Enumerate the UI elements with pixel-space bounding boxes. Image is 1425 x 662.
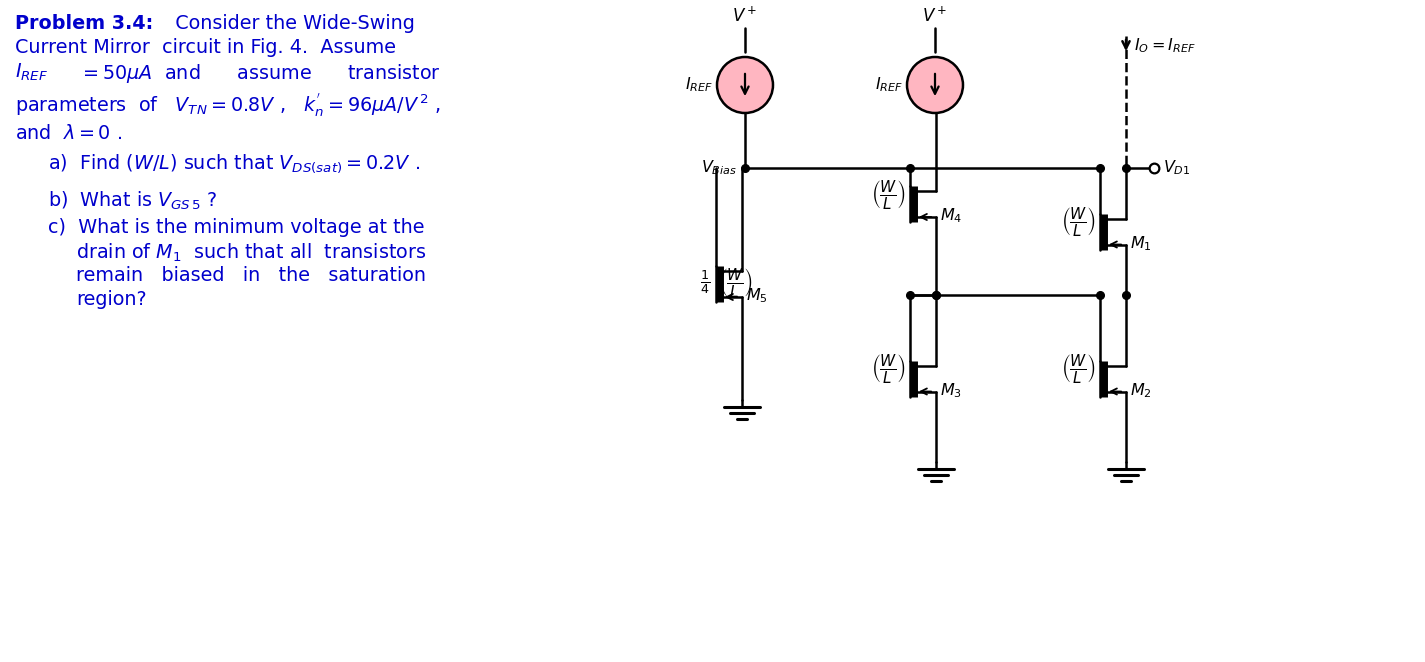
Text: $M_4$: $M_4$ bbox=[940, 207, 962, 225]
Text: drain of $M_1$  such that all  transistors: drain of $M_1$ such that all transistors bbox=[76, 242, 426, 264]
Text: Current Mirror  circuit in Fig. 4.  Assume: Current Mirror circuit in Fig. 4. Assume bbox=[16, 38, 396, 57]
Text: parameters  of   $V_{TN} = 0.8V$ ,   $k_n^{{'}} = 96\mu A /V^{\,2}$ ,: parameters of $V_{TN} = 0.8V$ , $k_n^{{'… bbox=[16, 91, 442, 119]
Text: $\frac{1}{4}$: $\frac{1}{4}$ bbox=[700, 268, 710, 296]
Text: c)  What is the minimum voltage at the: c) What is the minimum voltage at the bbox=[48, 218, 425, 237]
Text: $\left(\dfrac{W}{L}\right)$: $\left(\dfrac{W}{L}\right)$ bbox=[871, 177, 906, 211]
Text: $M_2$: $M_2$ bbox=[1130, 381, 1151, 400]
Text: $= 50\mu A$  and      assume      transistor: $= 50\mu A$ and assume transistor bbox=[78, 62, 440, 85]
Text: $M_3$: $M_3$ bbox=[940, 381, 962, 400]
Circle shape bbox=[906, 57, 963, 113]
Text: and  $\lambda = 0$ .: and $\lambda = 0$ . bbox=[16, 124, 123, 143]
Text: $\left(\dfrac{W}{L}\right)$: $\left(\dfrac{W}{L}\right)$ bbox=[871, 352, 906, 385]
Text: $I_{REF}$: $I_{REF}$ bbox=[875, 75, 903, 95]
Text: $M_5$: $M_5$ bbox=[747, 287, 768, 305]
Text: $V_{Bias}$: $V_{Bias}$ bbox=[701, 159, 737, 177]
Text: $V^+$: $V^+$ bbox=[732, 7, 758, 26]
Circle shape bbox=[717, 57, 772, 113]
Text: remain   biased   in   the   saturation: remain biased in the saturation bbox=[76, 266, 426, 285]
Text: b)  What is $V_{GS\,5}$ ?: b) What is $V_{GS\,5}$ ? bbox=[48, 190, 218, 213]
Text: $V^+$: $V^+$ bbox=[922, 7, 948, 26]
Text: $I_{REF}$: $I_{REF}$ bbox=[16, 62, 48, 83]
Text: $I_{REF}$: $I_{REF}$ bbox=[685, 75, 712, 95]
Text: Consider the Wide-Swing: Consider the Wide-Swing bbox=[162, 14, 415, 33]
Text: a)  Find $(W/L)$ such that $V_{DS(sat)} = 0.2V$ .: a) Find $(W/L)$ such that $V_{DS(sat)} =… bbox=[48, 153, 420, 175]
Text: Problem 3.4:: Problem 3.4: bbox=[16, 14, 154, 33]
Text: region?: region? bbox=[76, 290, 147, 309]
Text: $\left(\dfrac{W}{L}\right)$: $\left(\dfrac{W}{L}\right)$ bbox=[1062, 205, 1096, 238]
Text: $\left(\dfrac{W}{L}\right)$: $\left(\dfrac{W}{L}\right)$ bbox=[1062, 352, 1096, 385]
Text: $M_1$: $M_1$ bbox=[1130, 234, 1151, 253]
Text: $\left(\dfrac{W}{L}\right)$: $\left(\dfrac{W}{L}\right)$ bbox=[718, 265, 752, 299]
Text: $V_{D1}$: $V_{D1}$ bbox=[1163, 159, 1190, 177]
Text: $I_O = I_{REF}$: $I_O = I_{REF}$ bbox=[1134, 36, 1196, 56]
